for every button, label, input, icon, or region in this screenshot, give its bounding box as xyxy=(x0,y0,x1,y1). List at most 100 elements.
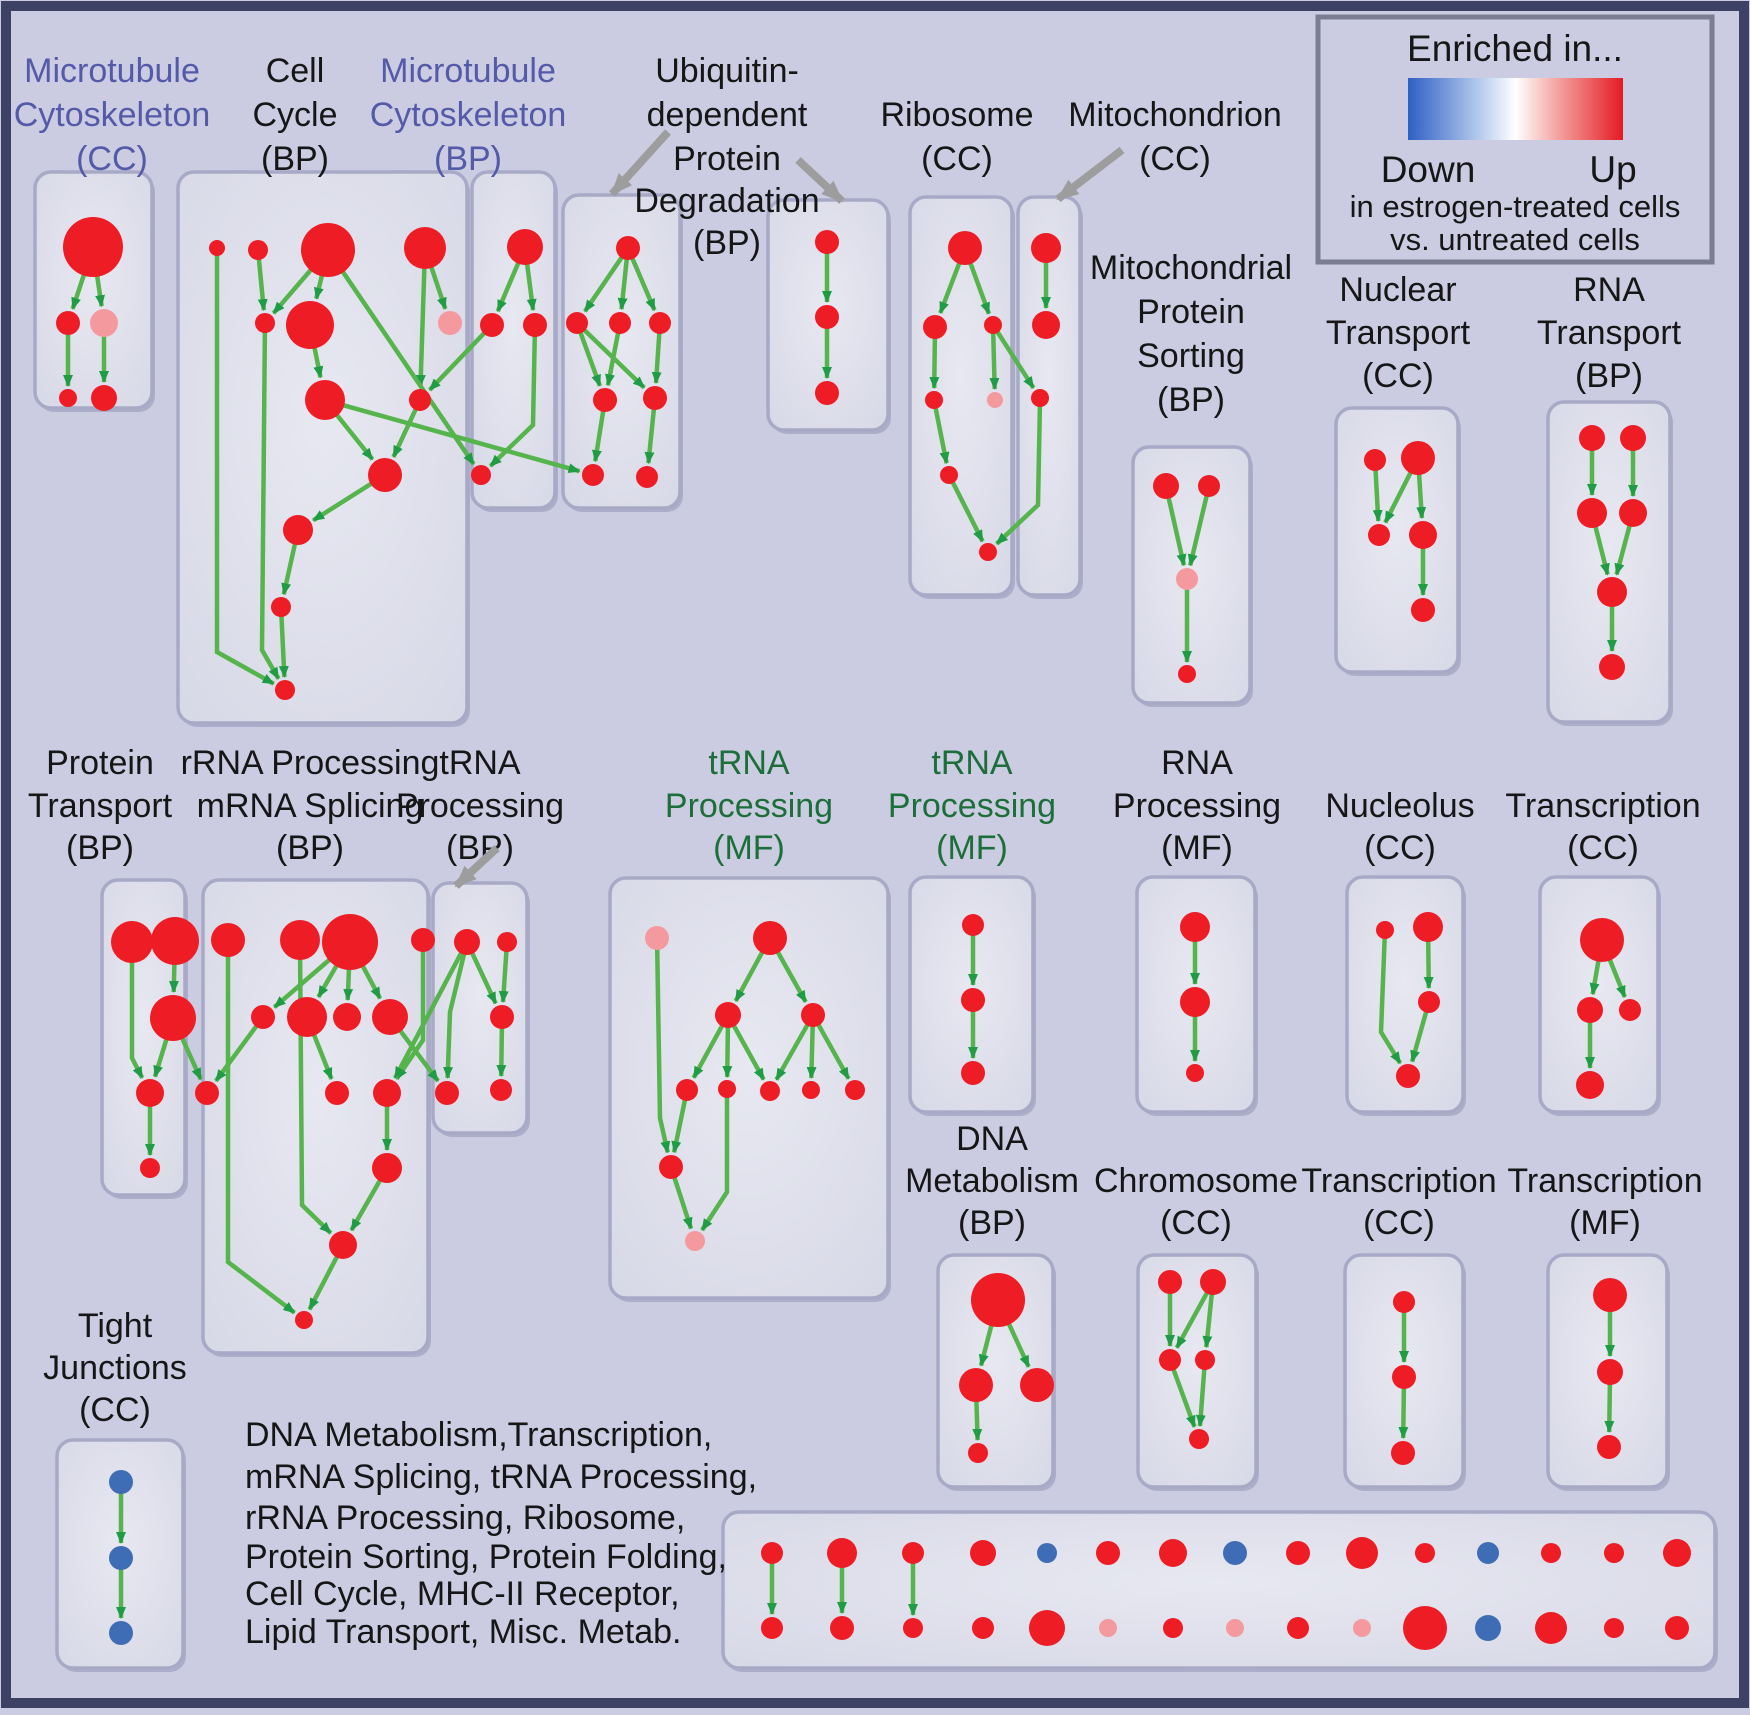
edge-microtubule-cytoskeleton-bp xyxy=(495,260,521,313)
node-mitochondrial-protein-sorting-bp xyxy=(1198,475,1220,497)
edge-ribosome-cc xyxy=(938,261,962,314)
pointer-trna-bp-icon xyxy=(453,845,500,889)
node-ubiquitin-degradation-box-1 xyxy=(609,312,631,334)
legend-subtitle-2: vs. untreated cells xyxy=(1390,222,1640,257)
edge-cell-cycle-bp xyxy=(278,614,289,678)
node-misc-bottom-5 xyxy=(1099,1619,1117,1637)
edge-microtubule-cytoskeleton-bp xyxy=(524,262,537,312)
edge-rrna-processing-mrna-splicing-bp xyxy=(225,955,296,1315)
edge-microtubule-cytoskeleton-cc xyxy=(94,274,105,308)
rrna-processing-mrna-splicing-bp-label: (BP) xyxy=(276,829,344,867)
tight-junctions-cc-label: Tight xyxy=(78,1307,153,1345)
edge-cell-cycle-bp xyxy=(259,330,281,680)
legend: Enriched in... Down Up in estrogen-treat… xyxy=(1315,14,1715,265)
node-cell-cycle-bp xyxy=(275,680,295,700)
node-transcription-cc-mid xyxy=(1580,918,1624,962)
trna-processing-mf-2-label: tRNA xyxy=(931,744,1013,782)
list-line: Protein Sorting, Protein Folding, xyxy=(245,1538,727,1576)
mitochondrion-cc-label: (CC) xyxy=(1139,140,1211,178)
node-trna-processing-mf-1 xyxy=(753,921,787,955)
nucleolus-cc-label: (CC) xyxy=(1364,829,1436,867)
cluster-box-dna-metabolism-bp xyxy=(936,1253,1055,1489)
node-transcription-cc-bottom xyxy=(1391,1441,1415,1465)
node-misc-top-11 xyxy=(1477,1542,1499,1564)
nuclear-transport-cc-label: Nuclear xyxy=(1339,271,1456,309)
node-misc-bottom-13 xyxy=(1604,1618,1624,1638)
ubiquitin-degradation-label-label: Protein xyxy=(673,140,781,178)
node-transcription-mf xyxy=(1593,1278,1627,1312)
node-trna-processing-mf-1 xyxy=(685,1231,705,1251)
rrna-processing-mrna-splicing-bp-label: rRNA Processing xyxy=(181,744,440,782)
cross-edge-C.1-B.8 xyxy=(428,330,487,392)
node-microtubule-cytoskeleton-cc xyxy=(56,311,80,335)
edge-trna-processing-mf-1 xyxy=(654,947,671,1154)
node-nucleolus-cc xyxy=(1413,912,1443,942)
node-nucleolus-cc xyxy=(1396,1064,1420,1088)
edge-chromosome-cc xyxy=(1202,1292,1215,1349)
cluster-box-cell-cycle-bp xyxy=(176,170,469,725)
node-misc-bottom-1 xyxy=(830,1616,854,1640)
transcription-cc-bottom-label: Transcription xyxy=(1301,1162,1496,1200)
transcription-mf-label: Transcription xyxy=(1507,1162,1702,1200)
node-cell-cycle-bp xyxy=(271,597,291,617)
node-rrna-processing-mrna-splicing-bp xyxy=(411,928,435,952)
edge-cell-cycle-bp xyxy=(391,407,419,458)
edge-nuclear-transport-cc xyxy=(1383,470,1414,524)
edge-nuclear-transport-cc xyxy=(1416,472,1427,519)
node-ubiquitin-degradation-box-2 xyxy=(815,305,839,329)
edge-rna-transport-bp xyxy=(1593,525,1610,576)
edge-nucleolus-cc xyxy=(1409,1010,1429,1063)
edge-cell-cycle-bp xyxy=(415,266,427,387)
node-nuclear-transport-cc xyxy=(1409,521,1437,549)
edge-rrna-processing-mrna-splicing-bp xyxy=(316,963,340,999)
pointer-ubiquitin-left-icon xyxy=(609,129,671,197)
node-trna-processing-mf-1 xyxy=(801,1003,825,1027)
nuclear-transport-cc-label: Transport xyxy=(1326,314,1471,352)
edge-rrna-processing-mrna-splicing-bp xyxy=(311,1032,334,1080)
node-transcription-cc-mid xyxy=(1619,999,1641,1021)
nuclear-transport-cc-label: (CC) xyxy=(1362,357,1434,395)
edge-cell-cycle-bp xyxy=(428,265,448,310)
list-line: DNA Metabolism,Transcription, xyxy=(245,1416,712,1454)
node-ubiquitin-degradation-box-1 xyxy=(616,236,640,260)
node-ribosome-cc xyxy=(987,392,1003,408)
edge-nucleolus-cc xyxy=(1423,939,1434,989)
list-line: rRNA Processing, Ribosome, xyxy=(245,1499,685,1537)
node-trna-processing-mf-1 xyxy=(845,1080,865,1100)
edge-ribosome-cc xyxy=(989,331,1000,390)
trna-processing-mf-2-label: (MF) xyxy=(936,829,1008,867)
pointer-ubiquitin-right-icon xyxy=(795,157,845,204)
microtubule-cytoskeleton-bp-label: Cytoskeleton xyxy=(370,96,567,134)
edge-protein-transport-bp xyxy=(152,1037,169,1078)
node-misc-bottom-11 xyxy=(1475,1615,1501,1641)
node-misc-top-4 xyxy=(1037,1543,1057,1563)
mitochondrial-protein-sorting-bp-label: Mitochondrial xyxy=(1090,249,1292,287)
transcription-mf-label: (MF) xyxy=(1569,1204,1641,1242)
edge-trna-processing-bp xyxy=(496,1026,507,1077)
node-nucleolus-cc xyxy=(1418,991,1440,1013)
node-trna-processing-mf-1 xyxy=(718,1080,736,1098)
cell-cycle-bp-label: Cycle xyxy=(252,96,337,134)
edge-trna-processing-mf-1 xyxy=(815,1022,851,1080)
trna-processing-mf-2-label: Processing xyxy=(888,787,1056,825)
node-mitochondrion-cc xyxy=(1031,389,1049,407)
node-rna-processing-mf xyxy=(1180,987,1210,1017)
node-cell-cycle-bp xyxy=(438,311,462,335)
node-misc-top-0 xyxy=(761,1542,783,1564)
edge-mitochondrial-protein-sorting-bp xyxy=(1187,494,1210,567)
edge-chromosome-cc xyxy=(1174,1290,1210,1349)
node-transcription-cc-bottom xyxy=(1393,1291,1415,1313)
cluster-box-microtubule-cytoskeleton-cc xyxy=(33,170,154,410)
cross-edge-J.2-K.13 xyxy=(179,1036,203,1081)
node-trna-processing-mf-1 xyxy=(802,1081,820,1099)
microtubule-cytoskeleton-bp-label: (BP) xyxy=(434,140,502,178)
edge-microtubule-cytoskeleton-cc xyxy=(70,272,87,310)
edge-ubiquitin-degradation-box-1 xyxy=(644,407,657,465)
edge-nuclear-transport-cc xyxy=(1372,468,1383,522)
list-line: Lipid Transport, Misc. Metab. xyxy=(245,1613,682,1651)
transcription-cc-mid-label: Transcription xyxy=(1505,787,1700,825)
node-protein-transport-bp xyxy=(140,1158,160,1178)
node-transcription-mf xyxy=(1597,1359,1623,1385)
protein-transport-bp-label: (BP) xyxy=(66,829,134,867)
